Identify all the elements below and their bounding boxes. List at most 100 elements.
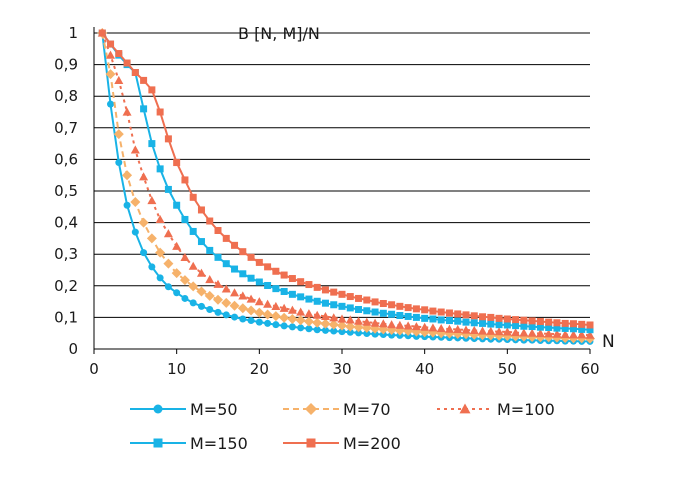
- data-point-marker: [214, 253, 222, 261]
- data-point-marker: [247, 253, 255, 261]
- data-point-marker: [272, 285, 280, 293]
- data-point-marker: [288, 323, 296, 331]
- data-point-marker: [106, 50, 116, 59]
- y-tick-label: 0: [68, 340, 78, 358]
- y-tick-label: 0,7: [54, 119, 78, 137]
- data-point-marker: [370, 318, 380, 327]
- data-point-marker: [254, 307, 265, 318]
- data-point-marker: [487, 320, 495, 328]
- data-point-marker: [536, 323, 544, 331]
- data-point-marker: [288, 290, 296, 298]
- data-point-marker: [279, 312, 290, 323]
- data-point-marker: [206, 246, 214, 254]
- legend-marker: [305, 403, 317, 415]
- data-point-marker: [197, 238, 205, 246]
- data-point-marker: [264, 281, 272, 289]
- data-point-marker: [519, 328, 529, 337]
- data-point-marker: [188, 281, 199, 292]
- data-point-marker: [173, 159, 181, 167]
- data-point-marker: [395, 320, 405, 329]
- x-tick-label: 20: [250, 360, 269, 378]
- data-point-marker: [337, 320, 347, 331]
- y-tick-label: 0,5: [54, 182, 78, 200]
- data-point-marker: [421, 306, 429, 314]
- data-point-marker: [545, 318, 553, 326]
- y-tick-label: 0,8: [54, 87, 78, 105]
- data-point-marker: [155, 247, 166, 258]
- data-point-marker: [214, 227, 222, 234]
- data-point-marker: [295, 315, 306, 326]
- legend-item: M=70: [283, 400, 391, 419]
- data-point-marker: [222, 234, 230, 242]
- data-point-marker: [297, 278, 305, 286]
- legend-label: M=150: [190, 434, 248, 453]
- data-point-marker: [280, 287, 288, 295]
- data-point-marker: [362, 317, 372, 326]
- data-point-marker: [355, 306, 363, 313]
- data-point-marker: [320, 311, 330, 321]
- data-point-marker: [528, 323, 536, 331]
- data-point-marker: [379, 309, 387, 317]
- data-point-marker: [320, 318, 331, 329]
- data-point-marker: [280, 271, 288, 279]
- legend: M=50 M=70 M=100 M=150 M=200: [130, 400, 555, 453]
- data-point-marker: [105, 69, 116, 80]
- data-point-marker: [221, 284, 231, 293]
- data-point-marker: [131, 228, 139, 236]
- data-point-marker: [568, 330, 578, 339]
- data-point-marker: [511, 328, 521, 337]
- data-point-marker: [329, 313, 339, 322]
- data-point-marker: [288, 275, 296, 283]
- data-point-marker: [330, 288, 338, 296]
- data-point-marker: [305, 325, 313, 333]
- data-point-marker: [520, 316, 528, 324]
- data-point-marker: [164, 283, 172, 291]
- data-point-marker: [363, 296, 371, 304]
- data-point-marker: [345, 321, 356, 332]
- data-point-marker: [237, 303, 248, 314]
- y-tick-label: 0,1: [54, 308, 78, 326]
- data-point-marker: [123, 59, 131, 67]
- data-point-marker: [371, 298, 379, 306]
- data-point-marker: [255, 278, 263, 286]
- data-point-marker: [181, 215, 189, 223]
- data-point-marker: [535, 329, 545, 338]
- data-point-marker: [264, 263, 272, 271]
- data-point-marker: [502, 327, 512, 336]
- legend-marker: [459, 403, 471, 414]
- data-point-marker: [172, 241, 182, 250]
- data-point-marker: [189, 299, 197, 307]
- data-point-marker: [312, 310, 322, 319]
- x-tick-label: 0: [89, 360, 99, 378]
- data-point-marker: [231, 241, 239, 249]
- data-point-marker: [346, 328, 354, 336]
- data-point-marker: [197, 206, 205, 214]
- data-point-marker: [445, 317, 453, 325]
- data-point-marker: [263, 299, 273, 308]
- data-point-marker: [107, 100, 115, 108]
- y-tick-label: 1: [68, 24, 78, 42]
- data-point-marker: [454, 317, 462, 325]
- data-point-marker: [270, 311, 281, 322]
- series-M=200: [98, 29, 594, 329]
- data-point-marker: [98, 29, 106, 37]
- data-point-marker: [421, 314, 429, 322]
- data-point-marker: [503, 315, 511, 323]
- data-point-marker: [552, 329, 562, 338]
- data-point-marker: [403, 321, 413, 330]
- data-point-marker: [163, 229, 173, 238]
- data-point-marker: [230, 288, 240, 297]
- data-point-marker: [131, 69, 139, 76]
- data-point-marker: [113, 129, 124, 140]
- data-point-marker: [188, 261, 198, 270]
- data-point-marker: [246, 305, 257, 316]
- legend-label: M=200: [343, 434, 401, 453]
- data-point-marker: [115, 159, 123, 167]
- data-point-marker: [462, 318, 470, 326]
- y-tick-label: 0,6: [54, 150, 78, 168]
- data-point-marker: [321, 286, 329, 294]
- data-point-marker: [164, 135, 172, 143]
- data-point-marker: [180, 252, 190, 261]
- data-point-marker: [163, 258, 174, 269]
- data-point-marker: [363, 307, 371, 315]
